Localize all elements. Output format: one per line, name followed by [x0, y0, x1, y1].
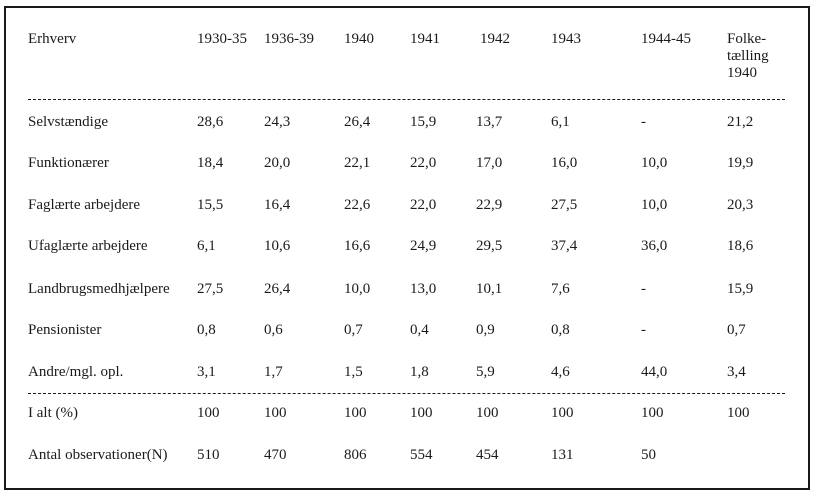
totals-row-cell: 131 [551, 447, 574, 464]
table-row-cell: 15,5 [197, 197, 223, 214]
totals-divider [28, 393, 785, 394]
table-row-cell: 10,1 [476, 281, 502, 298]
table-row-cell: - [641, 281, 646, 298]
table-row-cell: 0,8 [551, 322, 570, 339]
table-row-cell: 16,4 [264, 197, 290, 214]
header-folketaelling-line3: 1940 [727, 65, 769, 82]
totals-row-cell: 50 [641, 447, 656, 464]
header-folketaelling-line2: tælling [727, 48, 769, 65]
totals-row-cell: 100 [551, 405, 574, 422]
table-row-cell: 18,6 [727, 238, 753, 255]
table-row-cell: 4,6 [551, 364, 570, 381]
table-row-cell: 24,3 [264, 114, 290, 131]
table-row-cell: 37,4 [551, 238, 577, 255]
header-divider [28, 99, 785, 100]
header-col-1930-35: 1930-35 [197, 31, 247, 48]
table-row-cell: 22,0 [410, 197, 436, 214]
header-col-1943: 1943 [551, 31, 581, 48]
table-row-cell: 0,8 [197, 322, 216, 339]
totals-row-cell: 554 [410, 447, 433, 464]
table-row-cell: 1,8 [410, 364, 429, 381]
header-col-1940: 1940 [344, 31, 374, 48]
table-row-cell: 26,4 [344, 114, 370, 131]
totals-row-cell: 510 [197, 447, 220, 464]
table-row-cell: 0,9 [476, 322, 495, 339]
table-row-cell: 18,4 [197, 155, 223, 172]
table-row-cell: 22,9 [476, 197, 502, 214]
table-row-cell: 22,6 [344, 197, 370, 214]
table-row-cell: 6,1 [197, 238, 216, 255]
table-row-cell: 1,5 [344, 364, 363, 381]
table-row-cell: 36,0 [641, 238, 667, 255]
table-row-cell: 0,7 [727, 322, 746, 339]
table-row-label: Andre/mgl. opl. [28, 364, 123, 381]
table-row-cell: 44,0 [641, 364, 667, 381]
table-row-cell: 15,9 [727, 281, 753, 298]
header-folketaelling-line1: Folke- [727, 31, 769, 48]
totals-row-cell: 454 [476, 447, 499, 464]
table-row-cell: 27,5 [197, 281, 223, 298]
table-row-cell: 19,9 [727, 155, 753, 172]
totals-row-cell: 100 [264, 405, 287, 422]
table-row-cell: - [641, 322, 646, 339]
header-folketaelling: Folke- tælling 1940 [727, 31, 769, 82]
table-row-cell: 0,7 [344, 322, 363, 339]
header-col-1936-39: 1936-39 [264, 31, 314, 48]
table-row-label: Selvstændige [28, 114, 108, 131]
totals-row-cell: 100 [410, 405, 433, 422]
table-row-cell: 1,7 [264, 364, 283, 381]
table-row-cell: 29,5 [476, 238, 502, 255]
table-row-cell: 10,0 [344, 281, 370, 298]
table-row-cell: - [641, 114, 646, 131]
table-row-cell: 13,0 [410, 281, 436, 298]
table-row-label: Ufaglærte arbejdere [28, 238, 148, 255]
header-col-1944-45: 1944-45 [641, 31, 691, 48]
table-row-label: Funktionærer [28, 155, 109, 172]
table-row-cell: 10,0 [641, 155, 667, 172]
totals-row-cell: 100 [727, 405, 750, 422]
table-row-cell: 24,9 [410, 238, 436, 255]
table-row-cell: 22,1 [344, 155, 370, 172]
totals-row-cell: 100 [197, 405, 220, 422]
totals-row-label: I alt (%) [28, 405, 78, 422]
header-col-1941: 1941 [410, 31, 440, 48]
totals-row-cell: 470 [264, 447, 287, 464]
table-row-label: Faglærte arbejdere [28, 197, 140, 214]
table-row-cell: 27,5 [551, 197, 577, 214]
totals-row-label: Antal observationer(N) [28, 447, 168, 464]
table-row-cell: 17,0 [476, 155, 502, 172]
table-row-cell: 6,1 [551, 114, 570, 131]
table-row-cell: 0,4 [410, 322, 429, 339]
totals-row-cell: 100 [476, 405, 499, 422]
table-row-cell: 10,0 [641, 197, 667, 214]
table-row-cell: 7,6 [551, 281, 570, 298]
table-row-cell: 0,6 [264, 322, 283, 339]
table-row-cell: 26,4 [264, 281, 290, 298]
table-row-cell: 22,0 [410, 155, 436, 172]
table-row-cell: 10,6 [264, 238, 290, 255]
table-row-cell: 13,7 [476, 114, 502, 131]
totals-row-cell: 100 [641, 405, 664, 422]
table-row-label: Pensionister [28, 322, 101, 339]
table-row-cell: 28,6 [197, 114, 223, 131]
table-row-cell: 20,3 [727, 197, 753, 214]
table-row-cell: 3,4 [727, 364, 746, 381]
table-row-label: Landbrugsmedhjælpere [28, 281, 170, 298]
totals-row-cell: 100 [344, 405, 367, 422]
table-row-cell: 15,9 [410, 114, 436, 131]
table-row-cell: 20,0 [264, 155, 290, 172]
table-row-cell: 16,0 [551, 155, 577, 172]
header-col-1942: 1942 [480, 31, 510, 48]
table-row-cell: 21,2 [727, 114, 753, 131]
header-erhverv: Erhverv [28, 31, 76, 48]
table-row-cell: 16,6 [344, 238, 370, 255]
totals-row-cell: 806 [344, 447, 367, 464]
table-row-cell: 3,1 [197, 364, 216, 381]
table-row-cell: 5,9 [476, 364, 495, 381]
